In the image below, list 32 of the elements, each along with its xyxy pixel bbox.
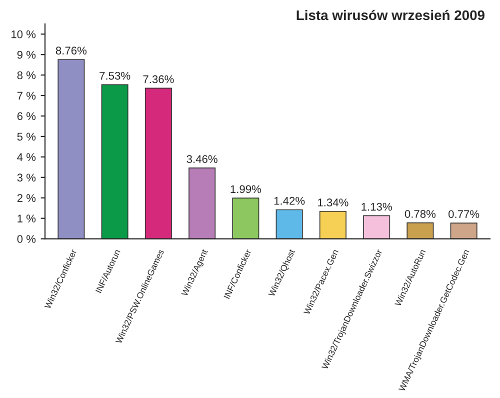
data-label: 0.78% [404, 210, 436, 218]
y-tick-label: 2 % [17, 194, 36, 202]
y-tick-label: 9 % [17, 50, 36, 59]
bar [450, 222, 478, 239]
data-label: 0.77% [448, 210, 480, 218]
bar [276, 209, 303, 239]
y-tick-label: 6 % [17, 112, 36, 120]
data-label: 1.13% [362, 202, 392, 211]
bar [188, 168, 216, 239]
y-tick-label: 0 % [17, 235, 36, 243]
bar [144, 88, 172, 239]
bar [319, 210, 346, 239]
y-tick-label: 4 % [17, 153, 36, 162]
bar [363, 215, 390, 239]
chart-title: Lista wirusów wrzesień 2009 [296, 10, 484, 20]
y-tick-label: 3 % [17, 174, 36, 182]
y-tick-label: 8 % [17, 71, 36, 80]
y-tick-label: 5 % [17, 132, 36, 141]
data-label: 8.76% [56, 46, 87, 55]
bar [406, 222, 434, 239]
data-label: 7.36% [143, 75, 174, 84]
y-tick-label: 1 % [18, 214, 36, 222]
data-label: 1.99% [230, 185, 262, 194]
bar [101, 84, 128, 239]
data-label: 1.42% [274, 196, 305, 205]
data-label: 1.34% [318, 198, 348, 206]
y-tick-label: 10 % [11, 30, 36, 38]
y-tick-label: 7 % [17, 92, 36, 100]
bar [58, 59, 85, 239]
data-label: 3.46% [186, 155, 218, 164]
bar [232, 198, 260, 239]
data-label: 7.53% [100, 72, 130, 80]
